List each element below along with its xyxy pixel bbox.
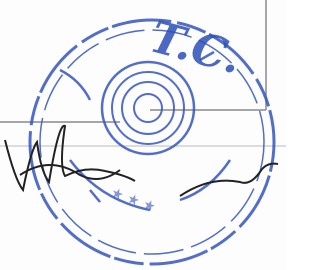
page: {"stamp": {"title": "T.C."}} ★ ★ ★ T.C. … bbox=[0, 0, 286, 270]
scan: ★ ★ ★ T.C. bbox=[0, 0, 286, 270]
